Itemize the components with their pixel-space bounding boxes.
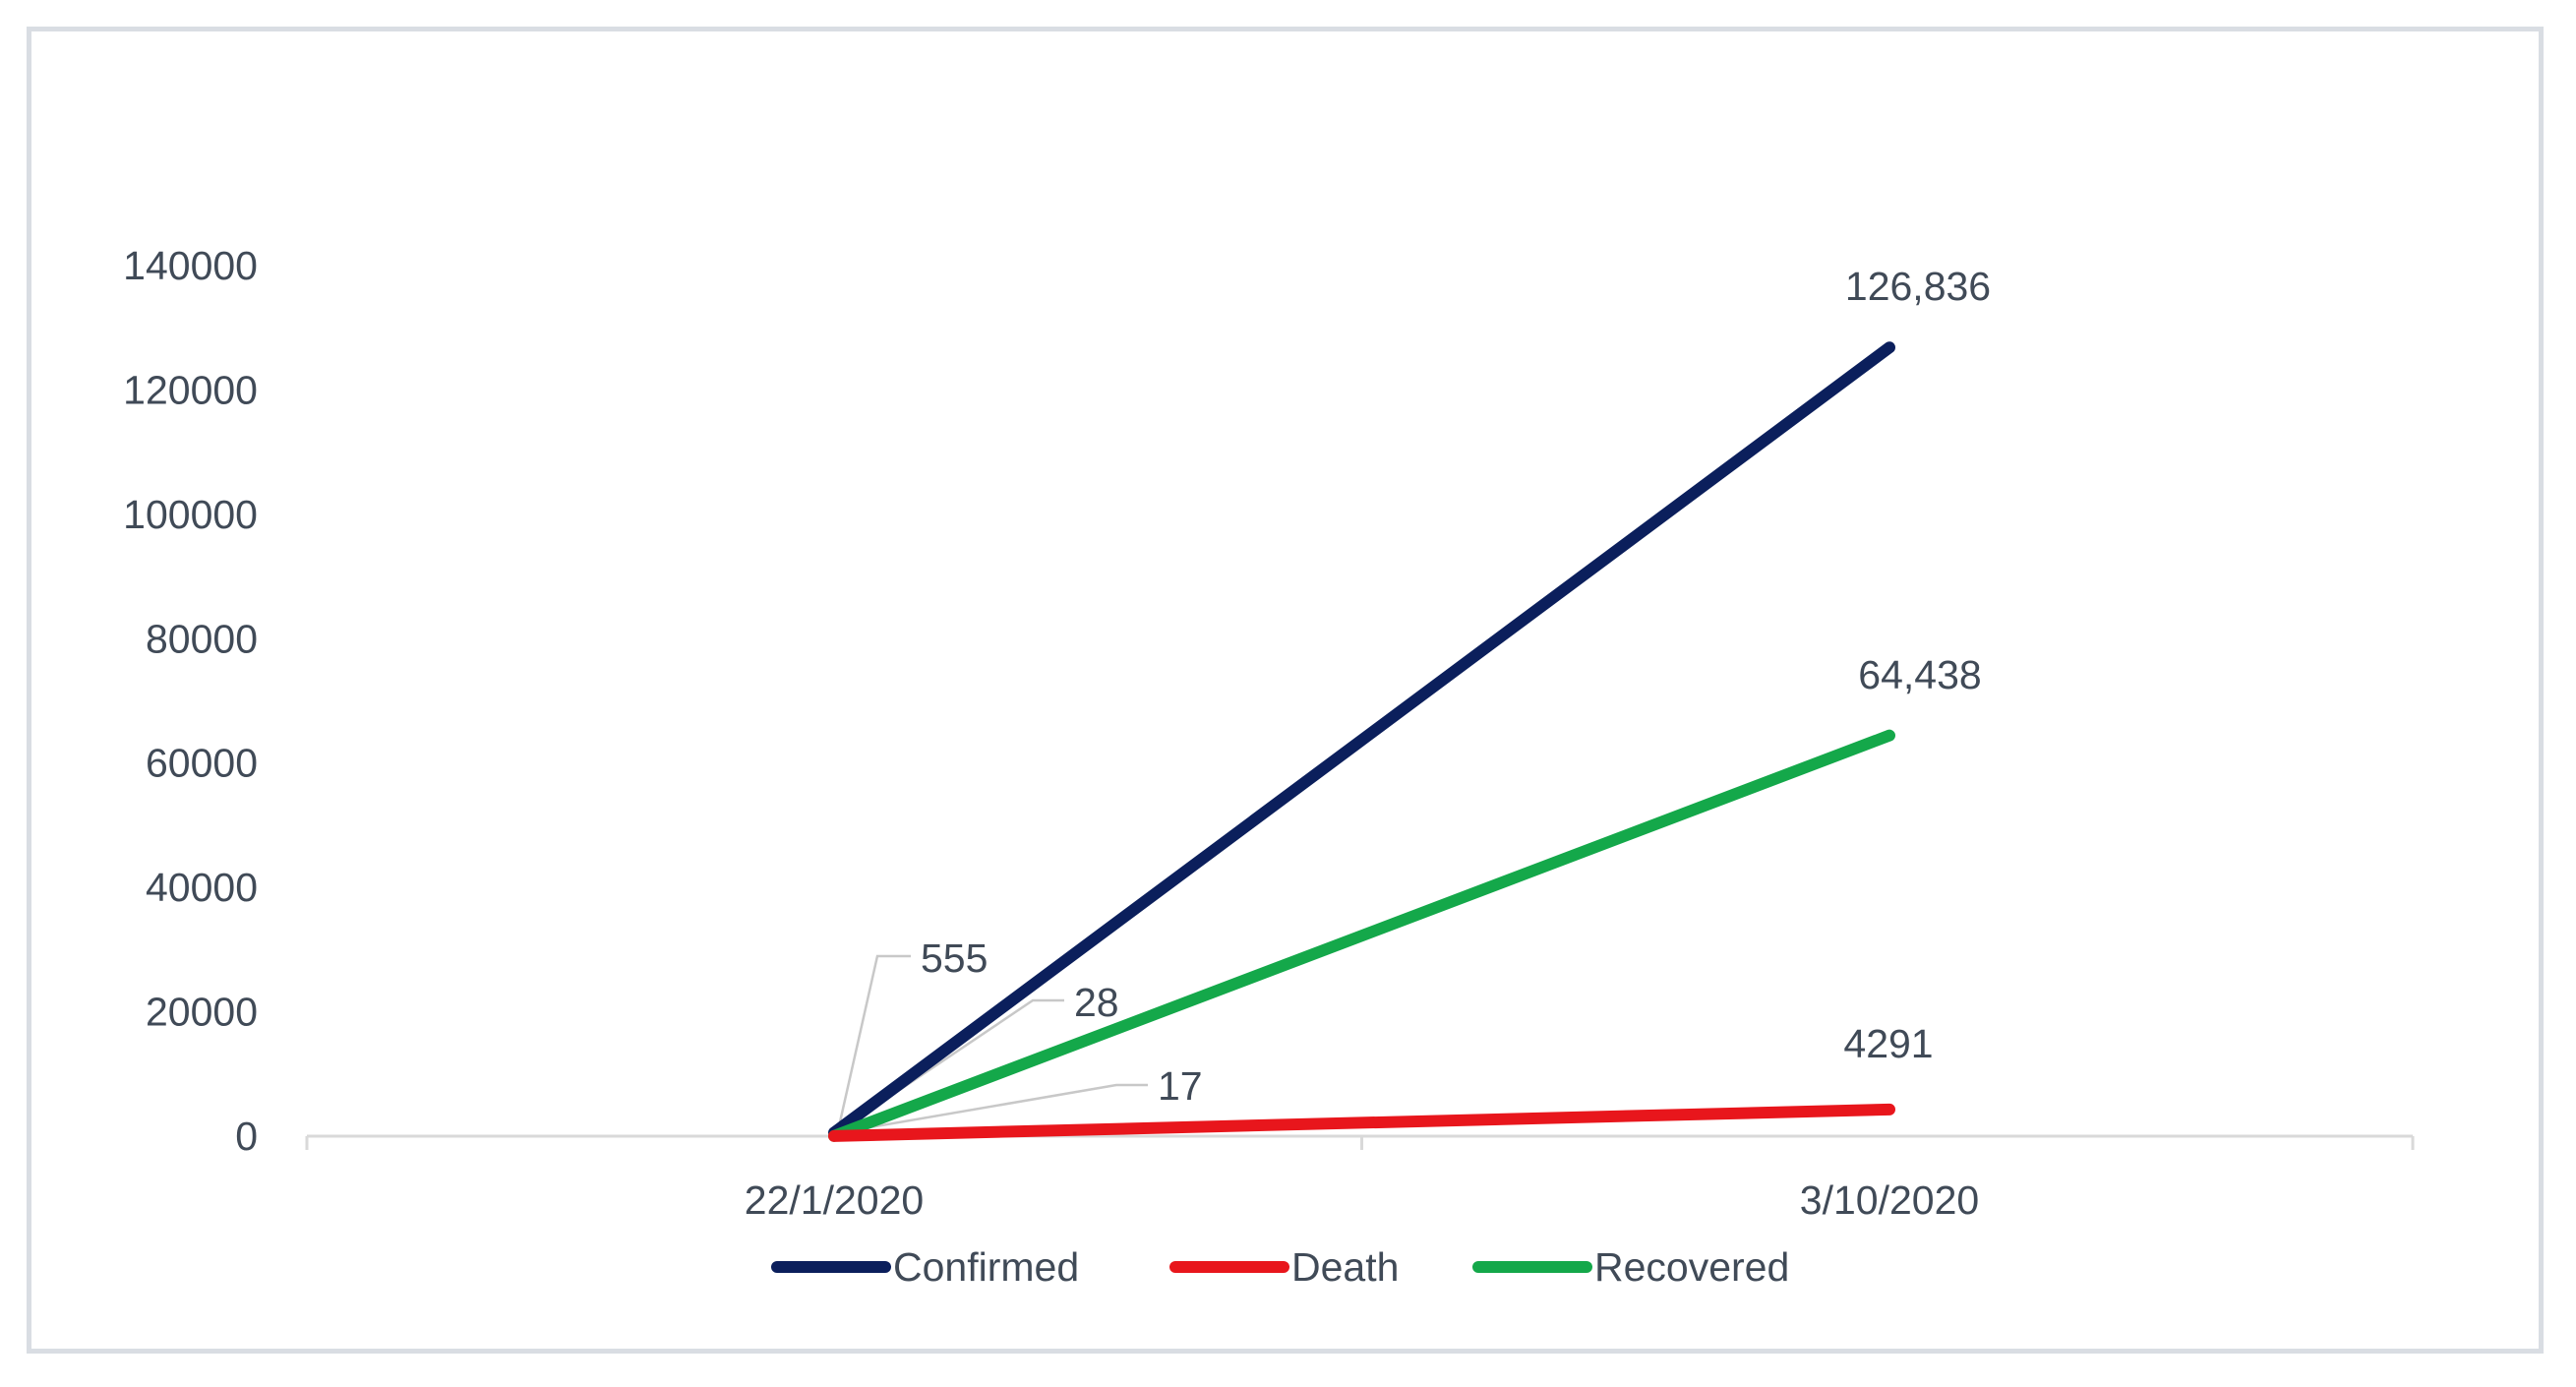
- legend-label-confirmed: Confirmed: [893, 1244, 1079, 1290]
- data-label-confirmed-end: 126,836: [1845, 264, 1991, 309]
- data-label-recovered-end: 64,438: [1858, 652, 1981, 697]
- y-axis-ticks: 0 20000 40000 60000 80000 100000 120000 140000: [123, 243, 258, 1159]
- data-label-death-start: 17: [1158, 1063, 1203, 1109]
- y-tick-label: 20000: [146, 990, 258, 1035]
- chart-frame: [27, 27, 2544, 1354]
- data-labels: 126,836 4291 64,438 555 28 17: [921, 264, 1991, 1109]
- series-line-confirmed: [828, 341, 1895, 1139]
- y-tick-label: 120000: [123, 367, 258, 412]
- y-tick-label: 40000: [146, 865, 258, 910]
- data-label-death-end: 4291: [1843, 1021, 1933, 1066]
- x-axis-ticks: 22/1/2020 3/10/2020: [745, 1177, 1979, 1223]
- legend-label-recovered: Recovered: [1594, 1244, 1789, 1290]
- data-label-recovered-start: 28: [1074, 980, 1119, 1025]
- series-line-recovered: [828, 729, 1895, 1142]
- y-tick-label: 140000: [123, 243, 258, 288]
- y-tick-label: 80000: [146, 616, 258, 661]
- legend: Confirmed Death Recovered: [771, 1244, 1789, 1290]
- series-line-death: [828, 1103, 1895, 1142]
- legend-label-death: Death: [1291, 1244, 1399, 1290]
- leader-line-confirmed: [836, 954, 911, 1131]
- x-tick-label: 22/1/2020: [745, 1177, 924, 1223]
- data-label-confirmed-start: 555: [921, 935, 988, 981]
- x-axis-tick-marks: [305, 1136, 2415, 1150]
- series-lines: [828, 341, 1895, 1142]
- leader-line-death: [841, 1083, 1148, 1134]
- y-tick-label: 60000: [146, 741, 258, 786]
- x-tick-label: 3/10/2020: [1800, 1177, 1979, 1223]
- y-tick-label: 100000: [123, 492, 258, 537]
- y-tick-label: 0: [235, 1114, 258, 1159]
